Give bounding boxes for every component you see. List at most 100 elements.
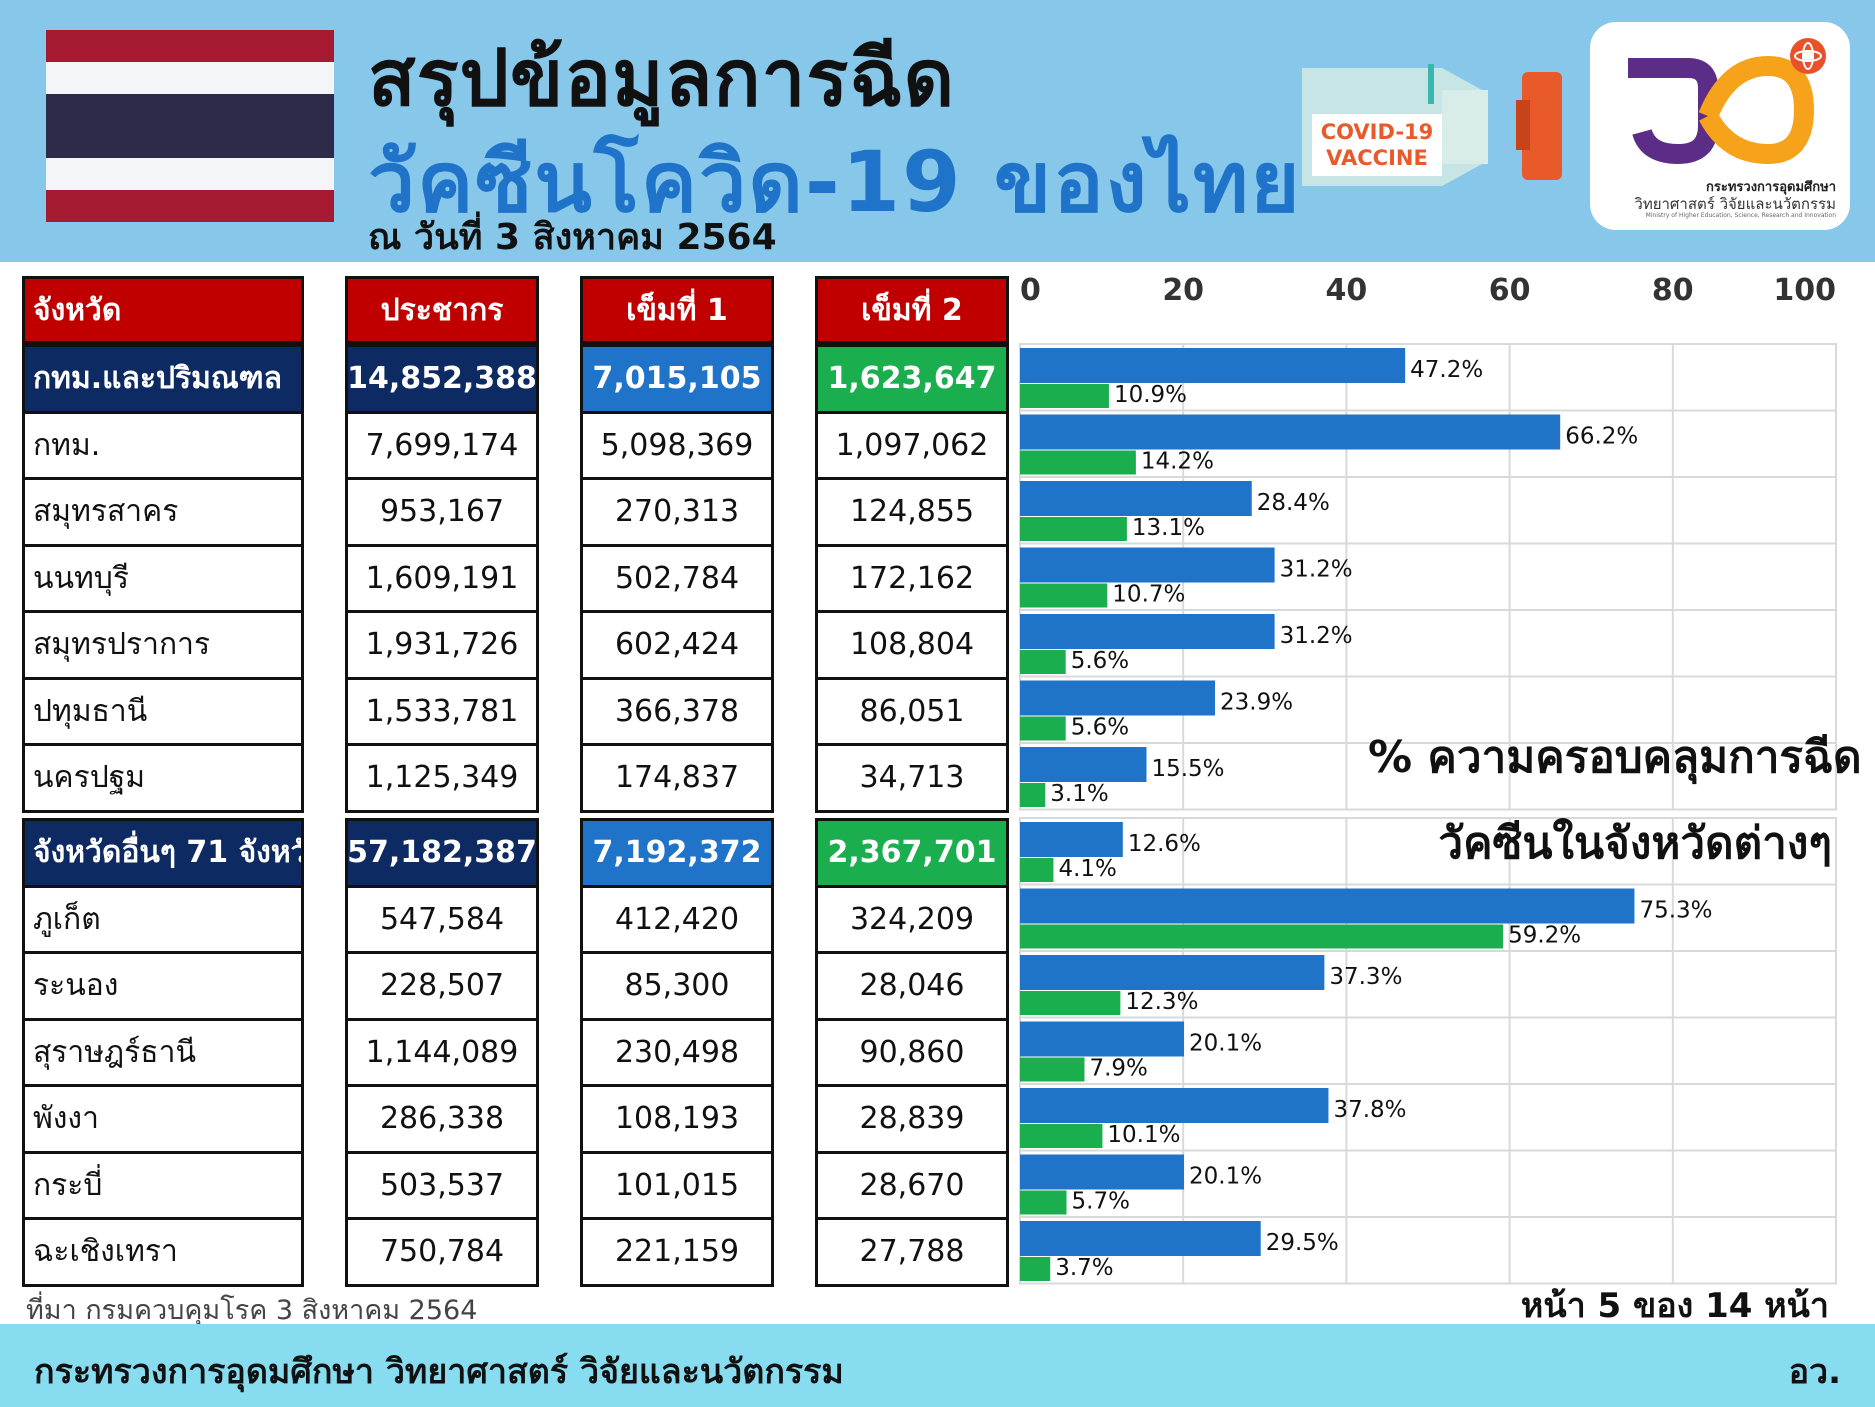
bar-dose1 bbox=[1020, 822, 1123, 857]
bar-dose2 bbox=[1020, 1124, 1103, 1148]
data-label-dose2: 10.7% bbox=[1112, 582, 1185, 608]
x-tick-label: 100 bbox=[1773, 273, 1836, 308]
bar-dose1 bbox=[1020, 348, 1406, 383]
page-subtitle: วัคซีนโควิด-19 ของไทย bbox=[368, 133, 1302, 231]
data-label-dose1: 37.3% bbox=[1329, 964, 1402, 990]
bar-dose2 bbox=[1020, 650, 1066, 674]
table-cell-dose2: 108,804 bbox=[815, 610, 1009, 680]
table-cell-province: ปทุมธานี bbox=[22, 676, 304, 746]
table-cell-dose2: 324,209 bbox=[815, 884, 1009, 954]
column-header-province: จังหวัด bbox=[22, 276, 304, 344]
bar-dose2 bbox=[1020, 716, 1066, 741]
bar-dose2 bbox=[1020, 858, 1054, 882]
data-label-dose1: 29.5% bbox=[1266, 1230, 1339, 1256]
summary-cell-dose2: 2,367,701 bbox=[815, 818, 1009, 888]
thai-flag-icon bbox=[46, 30, 334, 222]
logo-text-line2: วิทยาศาสตร์ วิจัยและนวัตกรรม bbox=[1634, 195, 1836, 213]
data-label-dose1: 15.5% bbox=[1151, 756, 1224, 782]
chart-title-line1: % ความครอบคลุมการฉีด bbox=[1368, 732, 1862, 783]
footer-bar: กระทรวงการอุดมศึกษา วิทยาศาสตร์ วิจัยและ… bbox=[0, 1324, 1875, 1407]
report-date: ณ วันที่ 3 สิงหาคม 2564 bbox=[368, 217, 777, 258]
bar-dose2 bbox=[1020, 1257, 1051, 1281]
table-cell-dose1: 602,424 bbox=[580, 610, 774, 680]
table-cell-dose1: 101,015 bbox=[580, 1150, 774, 1220]
bar-dose2 bbox=[1020, 517, 1127, 541]
data-label-dose1: 12.6% bbox=[1128, 831, 1201, 857]
table-cell-dose2: 27,788 bbox=[815, 1217, 1009, 1287]
x-tick-label: 0 bbox=[1020, 273, 1041, 308]
data-label-dose1: 23.9% bbox=[1220, 690, 1293, 716]
data-label-dose2: 14.2% bbox=[1141, 449, 1214, 475]
bar-dose2 bbox=[1020, 1190, 1067, 1215]
x-tick-label: 80 bbox=[1652, 273, 1694, 308]
x-tick-label: 20 bbox=[1162, 273, 1204, 308]
data-label-dose2: 3.7% bbox=[1055, 1255, 1113, 1281]
header-banner: สรุปข้อมูลการฉีด วัคซีนโควิด-19 ของไทย ณ… bbox=[0, 0, 1875, 262]
table-cell-province: ฉะเชิงเทรา bbox=[22, 1217, 304, 1287]
table-cell-dose1: 108,193 bbox=[580, 1084, 774, 1154]
data-source: ที่มา กรมควบคุมโรค 3 สิงหาคม 2564 bbox=[26, 1295, 478, 1326]
data-label-dose2: 5.6% bbox=[1071, 648, 1129, 674]
bar-dose2 bbox=[1020, 1057, 1085, 1082]
x-tick-label: 60 bbox=[1489, 273, 1531, 308]
table-cell-dose2: 28,670 bbox=[815, 1150, 1009, 1220]
table-cell-dose2: 28,046 bbox=[815, 951, 1009, 1021]
bar-dose1 bbox=[1020, 1088, 1329, 1123]
table-cell-province: สุราษฎร์ธานี bbox=[22, 1017, 304, 1087]
bar-dose1 bbox=[1020, 1021, 1185, 1057]
data-label-dose1: 31.2% bbox=[1280, 557, 1353, 583]
vaccine-bottle-icon: COVID-19 VACCINE bbox=[1302, 64, 1562, 186]
chart-title-line2: วัคซีนในจังหวัดต่างๆ bbox=[1438, 818, 1832, 869]
table-cell-dose1: 174,837 bbox=[580, 743, 774, 813]
page-title: สรุปข้อมูลการฉีด bbox=[368, 34, 956, 124]
table-cell-population: 228,507 bbox=[345, 951, 539, 1021]
table-cell-dose2: 34,713 bbox=[815, 743, 1009, 813]
table-cell-province: ภูเก็ต bbox=[22, 884, 304, 954]
table-cell-province: นครปฐม bbox=[22, 743, 304, 813]
data-label-dose1: 37.8% bbox=[1333, 1097, 1406, 1123]
table-cell-dose1: 502,784 bbox=[580, 543, 774, 613]
data-label-dose1: 20.1% bbox=[1189, 1164, 1262, 1190]
bar-dose2 bbox=[1020, 991, 1121, 1015]
data-label-dose2: 5.6% bbox=[1071, 715, 1129, 741]
data-label-dose2: 3.1% bbox=[1050, 781, 1108, 807]
bar-dose1 bbox=[1020, 747, 1147, 782]
vaccine-label-1: COVID-19 bbox=[1321, 120, 1434, 144]
logo-text-line3: Ministry of Higher Education, Science, R… bbox=[1645, 212, 1836, 219]
data-label-dose1: 66.2% bbox=[1565, 424, 1638, 450]
table-cell-population: 1,533,781 bbox=[345, 676, 539, 746]
ministry-name: กระทรวงการอุดมศึกษา วิทยาศาสตร์ วิจัยและ… bbox=[34, 1352, 844, 1392]
data-label-dose1: 20.1% bbox=[1189, 1031, 1262, 1057]
page-indicator: หน้า 5 ของ 14 หน้า bbox=[1520, 1286, 1829, 1326]
data-label-dose2: 10.1% bbox=[1107, 1122, 1180, 1148]
data-label-dose2: 13.1% bbox=[1132, 515, 1205, 541]
bar-dose2 bbox=[1020, 450, 1136, 475]
table-cell-population: 7,699,174 bbox=[345, 410, 539, 480]
ministry-abbr: อว. bbox=[1788, 1352, 1841, 1392]
summary-cell-dose1: 7,015,105 bbox=[580, 344, 774, 414]
data-label-dose1: 31.2% bbox=[1280, 623, 1353, 649]
data-label-dose2: 5.7% bbox=[1072, 1189, 1130, 1215]
bar-dose1 bbox=[1020, 547, 1275, 583]
table-cell-dose1: 412,420 bbox=[580, 884, 774, 954]
data-label-dose2: 7.9% bbox=[1089, 1056, 1147, 1082]
data-label-dose2: 10.9% bbox=[1114, 382, 1187, 408]
data-label-dose2: 12.3% bbox=[1125, 989, 1198, 1015]
bar-dose1 bbox=[1020, 481, 1252, 516]
x-tick-label: 40 bbox=[1326, 273, 1368, 308]
column-header-dose2: เข็มที่ 2 bbox=[815, 276, 1009, 344]
bar-dose1 bbox=[1020, 680, 1216, 716]
table-cell-dose1: 85,300 bbox=[580, 951, 774, 1021]
data-label-dose2: 4.1% bbox=[1058, 856, 1116, 882]
bar-dose2 bbox=[1020, 583, 1108, 608]
table-cell-population: 1,125,349 bbox=[345, 743, 539, 813]
bar-dose1 bbox=[1020, 1221, 1261, 1256]
data-label-dose1: 28.4% bbox=[1257, 490, 1330, 516]
ministry-logo-icon bbox=[1628, 38, 1826, 165]
bar-dose1 bbox=[1020, 414, 1561, 450]
table-cell-population: 547,584 bbox=[345, 884, 539, 954]
data-label-dose2: 59.2% bbox=[1508, 923, 1581, 949]
table-cell-province: สมุทรสาคร bbox=[22, 477, 304, 547]
vaccine-label-2: VACCINE bbox=[1326, 146, 1428, 170]
bar-dose2 bbox=[1020, 783, 1046, 807]
